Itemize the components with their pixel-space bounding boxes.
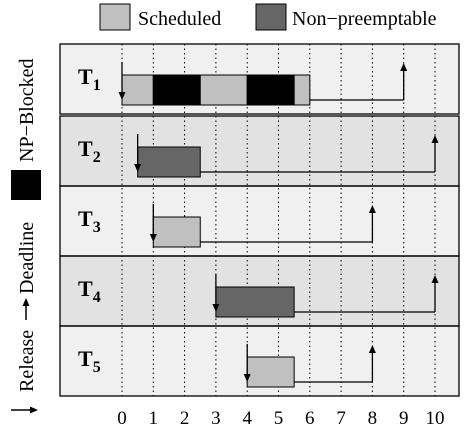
release-arrow-icon	[118, 92, 126, 100]
x-tick-label: 1	[149, 408, 159, 429]
np-blocked-label: NP−Blocked	[16, 59, 38, 163]
side-legend: NP−Blocked Deadline Release	[11, 59, 41, 414]
task-label-5: T5	[78, 346, 101, 376]
scheduled-legend-label: Scheduled	[138, 8, 221, 30]
deadline-arrow-icon	[400, 63, 408, 71]
deadline-arrow-icon	[368, 205, 376, 213]
nonpreemptable-swatch	[255, 3, 287, 31]
deadline-arrow-icon	[22, 298, 30, 320]
segment-nonpreemptable	[215, 286, 295, 318]
segment-scheduled	[199, 74, 248, 106]
task-row-3	[60, 186, 459, 256]
np-blocked-swatch	[11, 170, 41, 200]
task-marks	[118, 62, 439, 388]
nonpreemptable-legend-label: Non−preemptable	[292, 8, 437, 30]
release-arrow-icon	[243, 374, 251, 382]
segment-nonpreemptable	[137, 146, 201, 178]
deadline-arrow-icon	[368, 345, 376, 353]
x-tick-label: 4	[242, 408, 252, 429]
row-frames	[59, 43, 460, 397]
top-legend: Scheduled Non−preemptable	[99, 3, 437, 31]
deadline-arrow-icon	[431, 275, 439, 283]
release-arrow-icon	[212, 304, 220, 312]
release-arrow-icon	[149, 234, 157, 242]
task-label-4: T4	[78, 276, 101, 306]
task-label-1: T1	[78, 64, 101, 94]
deadline-label: Deadline	[16, 222, 38, 294]
task-row-2	[60, 116, 459, 186]
scheduled-swatch	[99, 3, 131, 31]
x-axis-ticks: 0 1 2 3 4 5 6 7 8 9 10	[117, 408, 444, 429]
segment-blocked	[152, 74, 201, 106]
x-tick-label: 7	[336, 408, 346, 429]
task-label-3: T3	[78, 206, 101, 236]
segment-scheduled	[246, 356, 295, 388]
release-label: Release	[16, 330, 38, 392]
deadline-arrow-icon	[431, 135, 439, 143]
task-labels: T1 T2 T3 T4 T5	[78, 64, 101, 376]
x-tick-label: 10	[426, 408, 445, 429]
release-arrow-icon	[134, 164, 142, 172]
x-tick-label: 3	[211, 408, 221, 429]
x-tick-label: 0	[117, 408, 127, 429]
x-tick-label: 2	[180, 408, 190, 429]
segment-blocked	[246, 74, 295, 106]
task-row-border	[59, 325, 460, 397]
task-row-border	[59, 43, 460, 115]
segment-scheduled	[293, 74, 311, 106]
x-tick-label: 8	[368, 408, 378, 429]
segment-scheduled	[152, 216, 201, 248]
segment-scheduled	[121, 74, 154, 106]
release-arrow-icon	[11, 406, 38, 414]
x-tick-label: 9	[399, 408, 409, 429]
x-tick-label: 5	[274, 408, 284, 429]
x-tick-label: 6	[305, 408, 315, 429]
task-label-2: T2	[78, 136, 101, 166]
